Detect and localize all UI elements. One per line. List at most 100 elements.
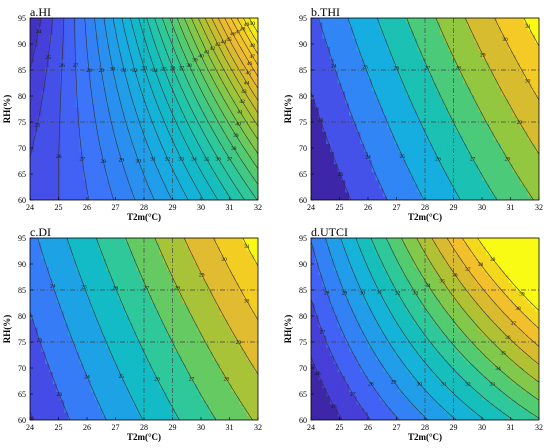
field-cell: [113, 123, 118, 128]
field-cell: [33, 90, 39, 96]
field-cell: [182, 195, 187, 200]
field-cell: [178, 18, 183, 23]
field-cell: [432, 159, 437, 165]
field-cell: [49, 106, 54, 112]
field-cell: [242, 106, 248, 112]
field-cell: [49, 139, 54, 144]
field-cell: [220, 46, 225, 51]
field-cell: [79, 66, 84, 72]
field-cell: [41, 38, 46, 43]
field-cell: [102, 155, 107, 161]
field-cell: [485, 106, 491, 112]
field-cell: [94, 58, 99, 64]
field-cell: [41, 187, 46, 193]
field-cell: [402, 171, 407, 177]
field-cell: [33, 127, 39, 132]
field-cell: [128, 159, 134, 165]
field-cell: [489, 179, 494, 185]
field-cell: [417, 147, 422, 153]
field-cell: [178, 131, 183, 136]
field-cell: [326, 195, 331, 200]
field-cell: [159, 42, 164, 47]
field-cell: [455, 115, 460, 120]
field-cell: [455, 26, 460, 31]
field-cell: [383, 119, 388, 124]
field-cell: [318, 167, 323, 173]
field-cell: [79, 123, 84, 128]
field-cell: [56, 26, 61, 31]
field-cell: [75, 135, 80, 140]
field-cell: [87, 119, 92, 124]
field-cell: [71, 111, 77, 116]
field-cell: [432, 50, 437, 55]
field-cell: [239, 82, 244, 88]
field-cell: [322, 106, 327, 112]
field-cell: [204, 147, 210, 153]
field-cell: [311, 42, 316, 47]
field-cell: [121, 139, 126, 144]
field-cell: [56, 18, 61, 23]
field-cell: [478, 171, 483, 177]
field-cell: [398, 94, 403, 100]
field-cell: [64, 155, 69, 161]
field-cell: [117, 159, 122, 165]
field-cell: [204, 119, 210, 124]
field-cell: [182, 26, 187, 31]
field-cell: [349, 167, 354, 173]
field-cell: [30, 151, 35, 157]
field-cell: [246, 90, 251, 96]
field-cell: [470, 62, 475, 68]
field-cell: [375, 127, 380, 132]
field-cell: [174, 66, 179, 72]
field-cell: [432, 143, 437, 149]
field-cell: [375, 187, 380, 193]
field-cell: [311, 22, 316, 27]
field-cell: [330, 195, 335, 200]
field-cell: [166, 131, 172, 136]
field-cell: [466, 54, 472, 60]
field-cell: [223, 151, 229, 157]
field-cell: [356, 195, 361, 200]
field-cell: [147, 50, 153, 55]
field-cell: [212, 58, 217, 64]
x-tick-label: 29: [169, 203, 177, 212]
field-cell: [144, 34, 149, 39]
field-cell: [159, 135, 164, 140]
field-cell: [364, 58, 369, 64]
field-cell: [326, 155, 331, 161]
field-cell: [314, 175, 320, 181]
field-cell: [413, 131, 418, 136]
field-cell: [109, 175, 115, 181]
field-cell: [56, 135, 61, 140]
field-cell: [52, 34, 58, 39]
field-cell: [474, 22, 479, 27]
field-cell: [356, 187, 361, 193]
field-cell: [117, 155, 122, 161]
field-cell: [52, 195, 58, 200]
field-cell: [360, 171, 365, 177]
field-cell: [474, 106, 479, 112]
field-cell: [49, 90, 54, 96]
field-cell: [79, 119, 84, 124]
field-cell: [379, 22, 384, 27]
field-cell: [333, 135, 339, 140]
field-cell: [254, 147, 258, 153]
field-cell: [444, 179, 449, 185]
field-cell: [413, 66, 418, 72]
field-cell: [33, 50, 39, 55]
field-cell: [197, 151, 202, 157]
field-cell: [204, 86, 210, 92]
field-cell: [406, 171, 411, 177]
field-cell: [470, 94, 475, 100]
field-cell: [68, 70, 73, 76]
field-cell: [314, 58, 320, 64]
field-cell: [459, 155, 464, 161]
field-cell: [493, 155, 498, 161]
field-cell: [159, 66, 164, 72]
field-cell: [485, 115, 491, 120]
field-cell: [383, 111, 388, 116]
field-cell: [109, 195, 115, 200]
field-cell: [185, 34, 191, 39]
field-cell: [250, 106, 255, 112]
field-cell: [155, 90, 160, 96]
